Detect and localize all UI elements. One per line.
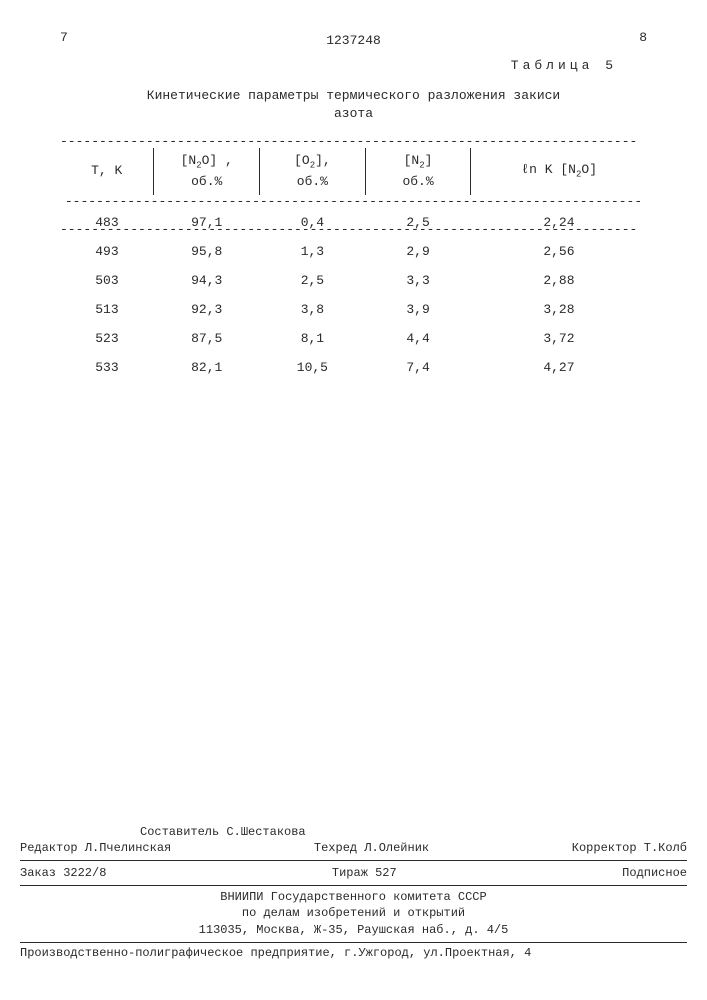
table-row: 52387,58,14,43,72	[60, 324, 647, 353]
footer-rule-3	[20, 942, 687, 943]
tirazh: Тираж 527	[332, 866, 397, 880]
org-line-1: ВНИИПИ Государственного комитета СССР	[20, 889, 687, 906]
table-cell: 3,9	[365, 295, 471, 324]
table-top-rule: ----------------------------------------…	[60, 135, 647, 148]
table-cell: 7,4	[365, 353, 471, 382]
table-cell: 2,5	[260, 266, 366, 295]
table-cell: 513	[60, 295, 154, 324]
table-cell: 2,88	[471, 266, 647, 295]
table-cell: 3,72	[471, 324, 647, 353]
table-cell: 3,8	[260, 295, 366, 324]
footer-rule-2	[20, 885, 687, 886]
column-header: [O2],об.%	[260, 148, 366, 194]
order-number: Заказ 3222/8	[20, 866, 106, 880]
table-cell: 10,5	[260, 353, 366, 382]
table-caption: Кинетические параметры термического разл…	[144, 87, 564, 123]
document-number: 1237248	[60, 33, 647, 48]
compiler-line: Составитель С.Шестакова	[20, 825, 687, 839]
order-row: Заказ 3222/8 Тираж 527 Подписное	[20, 864, 687, 882]
subscription: Подписное	[622, 866, 687, 880]
printer-line: Производственно-полиграфическое предприя…	[20, 946, 687, 960]
page-number-left: 7	[60, 30, 68, 45]
corrector: Корректор Т.Колб	[572, 841, 687, 855]
table-cell: 2,9	[365, 237, 471, 266]
table-header-row: T, K[N2O] ,об.%[O2],об.%[N2]об.%ℓn K [N2…	[60, 148, 647, 194]
table-cell: 95,8	[154, 237, 260, 266]
table-row: 53382,110,57,44,27	[60, 353, 647, 382]
table-cell: 3,3	[365, 266, 471, 295]
staff-row: Редактор Л.Пчелинская Техред Л.Олейник К…	[20, 839, 687, 857]
org-block: ВНИИПИ Государственного комитета СССР по…	[20, 889, 687, 939]
table-row: 51392,33,83,93,28	[60, 295, 647, 324]
table-cell: 82,1	[154, 353, 260, 382]
document-page: 7 8 1237248 Таблица 5 Кинетические парам…	[0, 0, 707, 1000]
org-line-2: по делам изобретений и открытий	[20, 905, 687, 922]
table-cell: 2,56	[471, 237, 647, 266]
table-cell: 533	[60, 353, 154, 382]
table-cell: 503	[60, 266, 154, 295]
table-bottom-rule: ----------------------------------------…	[60, 223, 647, 236]
table-row: 50394,32,53,32,88	[60, 266, 647, 295]
footer-rule-1	[20, 860, 687, 861]
column-header: [N2]об.%	[365, 148, 471, 194]
table-cell: 4,4	[365, 324, 471, 353]
table-label: Таблица 5	[60, 58, 617, 73]
table-cell: 523	[60, 324, 154, 353]
org-address: 113035, Москва, Ж-35, Раушская наб., д. …	[20, 922, 687, 939]
column-header: ℓn K [N2O]	[471, 148, 647, 194]
column-header: T, K	[60, 148, 154, 194]
header-separator: ----------------------------------------…	[60, 195, 647, 208]
kinetics-table: T, K[N2O] ,об.%[O2],об.%[N2]об.%ℓn K [N2…	[60, 148, 647, 381]
table-cell: 94,3	[154, 266, 260, 295]
table-cell: 4,27	[471, 353, 647, 382]
page-number-right: 8	[639, 30, 647, 45]
table-row: 49395,81,32,92,56	[60, 237, 647, 266]
column-header: [N2O] ,об.%	[154, 148, 260, 194]
table-cell: 493	[60, 237, 154, 266]
table-cell: 1,3	[260, 237, 366, 266]
table-cell: 92,3	[154, 295, 260, 324]
table-cell: 3,28	[471, 295, 647, 324]
table-cell: 8,1	[260, 324, 366, 353]
editor: Редактор Л.Пчелинская	[20, 841, 171, 855]
techred: Техред Л.Олейник	[314, 841, 429, 855]
footer-block: Составитель С.Шестакова Редактор Л.Пчели…	[20, 825, 687, 960]
table-cell: 87,5	[154, 324, 260, 353]
